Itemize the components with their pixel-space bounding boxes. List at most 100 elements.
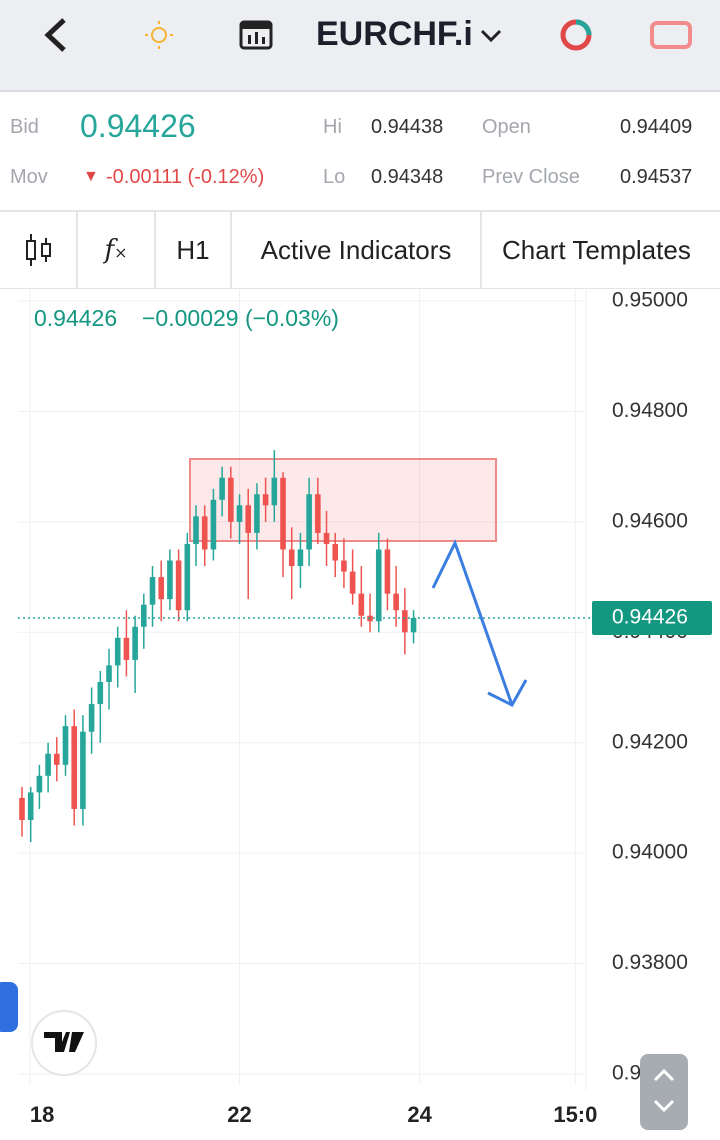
drawn-arrow	[431, 539, 514, 706]
hi-value: 0.94438	[371, 116, 444, 138]
quote-panel: Bid 0.94426 Mov ▼ -0.00111 (-0.12%) Hi 0…	[0, 92, 720, 212]
top-icons: EURCHF.i	[44, 15, 692, 53]
chart: 0.936000.938000.940000.942000.944000.946…	[0, 290, 720, 1140]
candle-body	[271, 477, 278, 506]
candle-body	[114, 637, 121, 666]
candle-body	[219, 477, 225, 500]
lo-label: Lo	[323, 166, 346, 188]
bid-value: 0.94426	[80, 108, 196, 144]
open-label: Open	[482, 116, 531, 138]
candle-body	[45, 753, 51, 776]
candle-body	[262, 494, 269, 506]
candle-body	[27, 792, 34, 820]
y-tick-label: 0.94200	[612, 730, 688, 753]
last-price-box	[592, 600, 712, 635]
chart-toolbar: f× H1 Active Indicators Chart Templates	[0, 212, 720, 289]
candle-body	[341, 560, 347, 572]
candle-icon	[26, 234, 51, 266]
candle-body	[193, 516, 199, 544]
lo-value: 0.94348	[371, 166, 444, 188]
candle-body	[123, 637, 130, 660]
candle-body	[149, 577, 156, 605]
candle-body	[175, 560, 182, 611]
candle-body	[167, 560, 173, 600]
candle-body	[141, 604, 147, 627]
bid-label: Bid	[10, 116, 39, 138]
candle-body	[410, 617, 417, 633]
candle-body	[315, 494, 321, 533]
scroll-down-icon	[653, 1099, 675, 1113]
fullscreen-button[interactable]	[650, 21, 692, 49]
candle-body	[80, 731, 86, 809]
legend-price: 0.94426	[34, 305, 117, 331]
chart-type-button[interactable]	[0, 212, 78, 288]
scroll-up-icon	[653, 1068, 675, 1082]
candle-body	[19, 797, 25, 820]
prev-close-label: Prev Close	[482, 166, 580, 188]
candle-body	[71, 726, 78, 809]
candle-body	[384, 549, 391, 594]
prev-close-value: 0.94537	[620, 166, 693, 188]
y-tick-label: 0.94600	[612, 509, 688, 532]
candle-body	[106, 665, 112, 682]
candle-body	[280, 477, 286, 550]
interval-button[interactable]: H1	[156, 212, 232, 288]
back-button[interactable]	[44, 18, 66, 52]
mov-value: -0.00111 (-0.12%)	[106, 166, 265, 188]
x-tick-label: 15:0	[553, 1102, 597, 1127]
candle-body	[349, 571, 356, 594]
top-bar: EURCHF.i	[0, 0, 720, 92]
candle-body	[358, 593, 365, 616]
candle-body	[402, 610, 408, 633]
candle-body	[254, 494, 260, 533]
hi-label: Hi	[323, 116, 342, 138]
tradingview-logo-mark	[44, 1032, 84, 1052]
mov-arrow: ▼	[83, 168, 99, 185]
chart-templates-button[interactable]: Chart Templates	[502, 235, 691, 265]
candle-body	[393, 593, 399, 611]
symbol-dropdown[interactable]	[480, 29, 502, 43]
candle-body	[245, 505, 252, 533]
drawn-arrow-head	[487, 679, 528, 707]
active-indicators-button[interactable]: Active Indicators	[232, 212, 482, 288]
x-tick-label: 24	[407, 1102, 432, 1127]
y-tick-label: 0.93800	[612, 951, 688, 974]
candle-body	[62, 726, 69, 765]
candle-body	[132, 626, 138, 660]
side-panel-tab[interactable]	[0, 982, 18, 1032]
x-tick-label: 22	[227, 1102, 251, 1127]
scroll-button[interactable]	[640, 1054, 688, 1130]
mov-label: Mov	[10, 166, 48, 188]
candle-body	[228, 477, 234, 522]
calendar-button[interactable]	[239, 20, 273, 50]
last-price-label: 0.94426	[612, 605, 688, 628]
candle-body	[97, 681, 104, 705]
candle-body	[297, 549, 304, 567]
symbol[interactable]: EURCHF.i	[316, 15, 473, 53]
plot-background	[0, 290, 720, 1140]
y-tick-label: 0.95000	[612, 290, 688, 312]
y-tick-label: 0.94800	[612, 399, 688, 422]
candle-body	[184, 543, 191, 611]
legend-change: −0.00029 (−0.03%)	[142, 305, 339, 331]
candle-body	[306, 494, 312, 550]
theme-button[interactable]	[145, 21, 173, 49]
y-tick-label: 0.94000	[612, 841, 688, 864]
candle-body	[323, 532, 330, 544]
candle-body	[332, 543, 339, 561]
candle-body	[367, 615, 373, 622]
indicators-button[interactable]: f×	[78, 212, 156, 288]
open-value: 0.94409	[620, 116, 693, 138]
candle-body	[88, 704, 95, 732]
candle-body	[158, 577, 165, 600]
candle-body	[375, 549, 382, 622]
candle-body	[36, 775, 43, 793]
trade-button[interactable]	[560, 19, 592, 51]
candle-body	[210, 499, 217, 550]
candle-body	[201, 516, 208, 550]
candle-body	[288, 549, 295, 567]
plot-area	[19, 450, 497, 843]
drawn-rectangle	[189, 458, 497, 542]
x-tick-label: 18	[30, 1102, 54, 1127]
